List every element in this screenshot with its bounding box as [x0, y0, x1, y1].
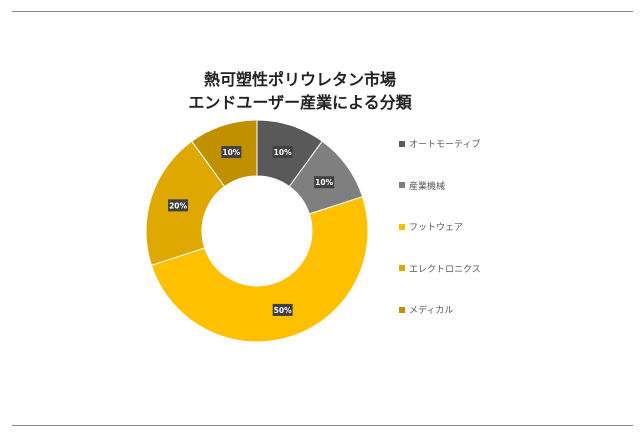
legend-swatch	[399, 140, 405, 147]
legend-swatch	[399, 223, 405, 230]
chart-title: 熱可塑性ポリウレタン市場 エンドユーザー産業による分類	[150, 68, 450, 114]
data-label-box	[168, 199, 189, 212]
data-label-5: 10%	[221, 146, 242, 159]
bottom-rule	[12, 425, 633, 426]
top-rule	[12, 11, 633, 12]
data-label-box	[272, 146, 293, 159]
data-label-text: 20%	[169, 201, 187, 210]
legend-item-4: エレクトロニクス	[399, 262, 481, 275]
data-label-text: 50%	[274, 306, 292, 315]
legend-item-1: オートモーティブ	[399, 137, 480, 150]
data-label-2: 10%	[314, 176, 335, 189]
data-label-1: 10%	[272, 146, 293, 159]
legend-label: オートモーティブ	[409, 140, 481, 150]
chart-title-line-1: 熱可塑性ポリウレタン市場	[203, 70, 396, 89]
data-label-box	[272, 303, 293, 316]
legend-label: エレクトロニクス	[409, 264, 481, 275]
legend-swatch	[399, 306, 405, 313]
data-label-box	[221, 146, 242, 159]
data-label-box	[314, 176, 335, 189]
legend-swatch	[399, 265, 405, 271]
legend-label: フットウェア	[409, 223, 464, 233]
legend-item-5: メディカル	[399, 303, 453, 316]
data-label-4: 20%	[168, 199, 189, 212]
donut-slice-3	[150, 196, 369, 343]
legend-item-2: 産業機械	[399, 179, 445, 192]
data-label-3: 50%	[272, 303, 293, 316]
legend-swatch	[399, 182, 405, 188]
data-label-text: 10%	[315, 178, 333, 187]
legend-label: メディカル	[409, 306, 454, 316]
chart-title-line-2: エンドユーザー産業による分類	[188, 93, 412, 112]
legend-item-3: フットウェア	[399, 220, 463, 233]
legend-label: 産業機械	[409, 181, 446, 192]
data-label-text: 10%	[274, 148, 292, 157]
data-label-text: 10%	[222, 148, 240, 157]
